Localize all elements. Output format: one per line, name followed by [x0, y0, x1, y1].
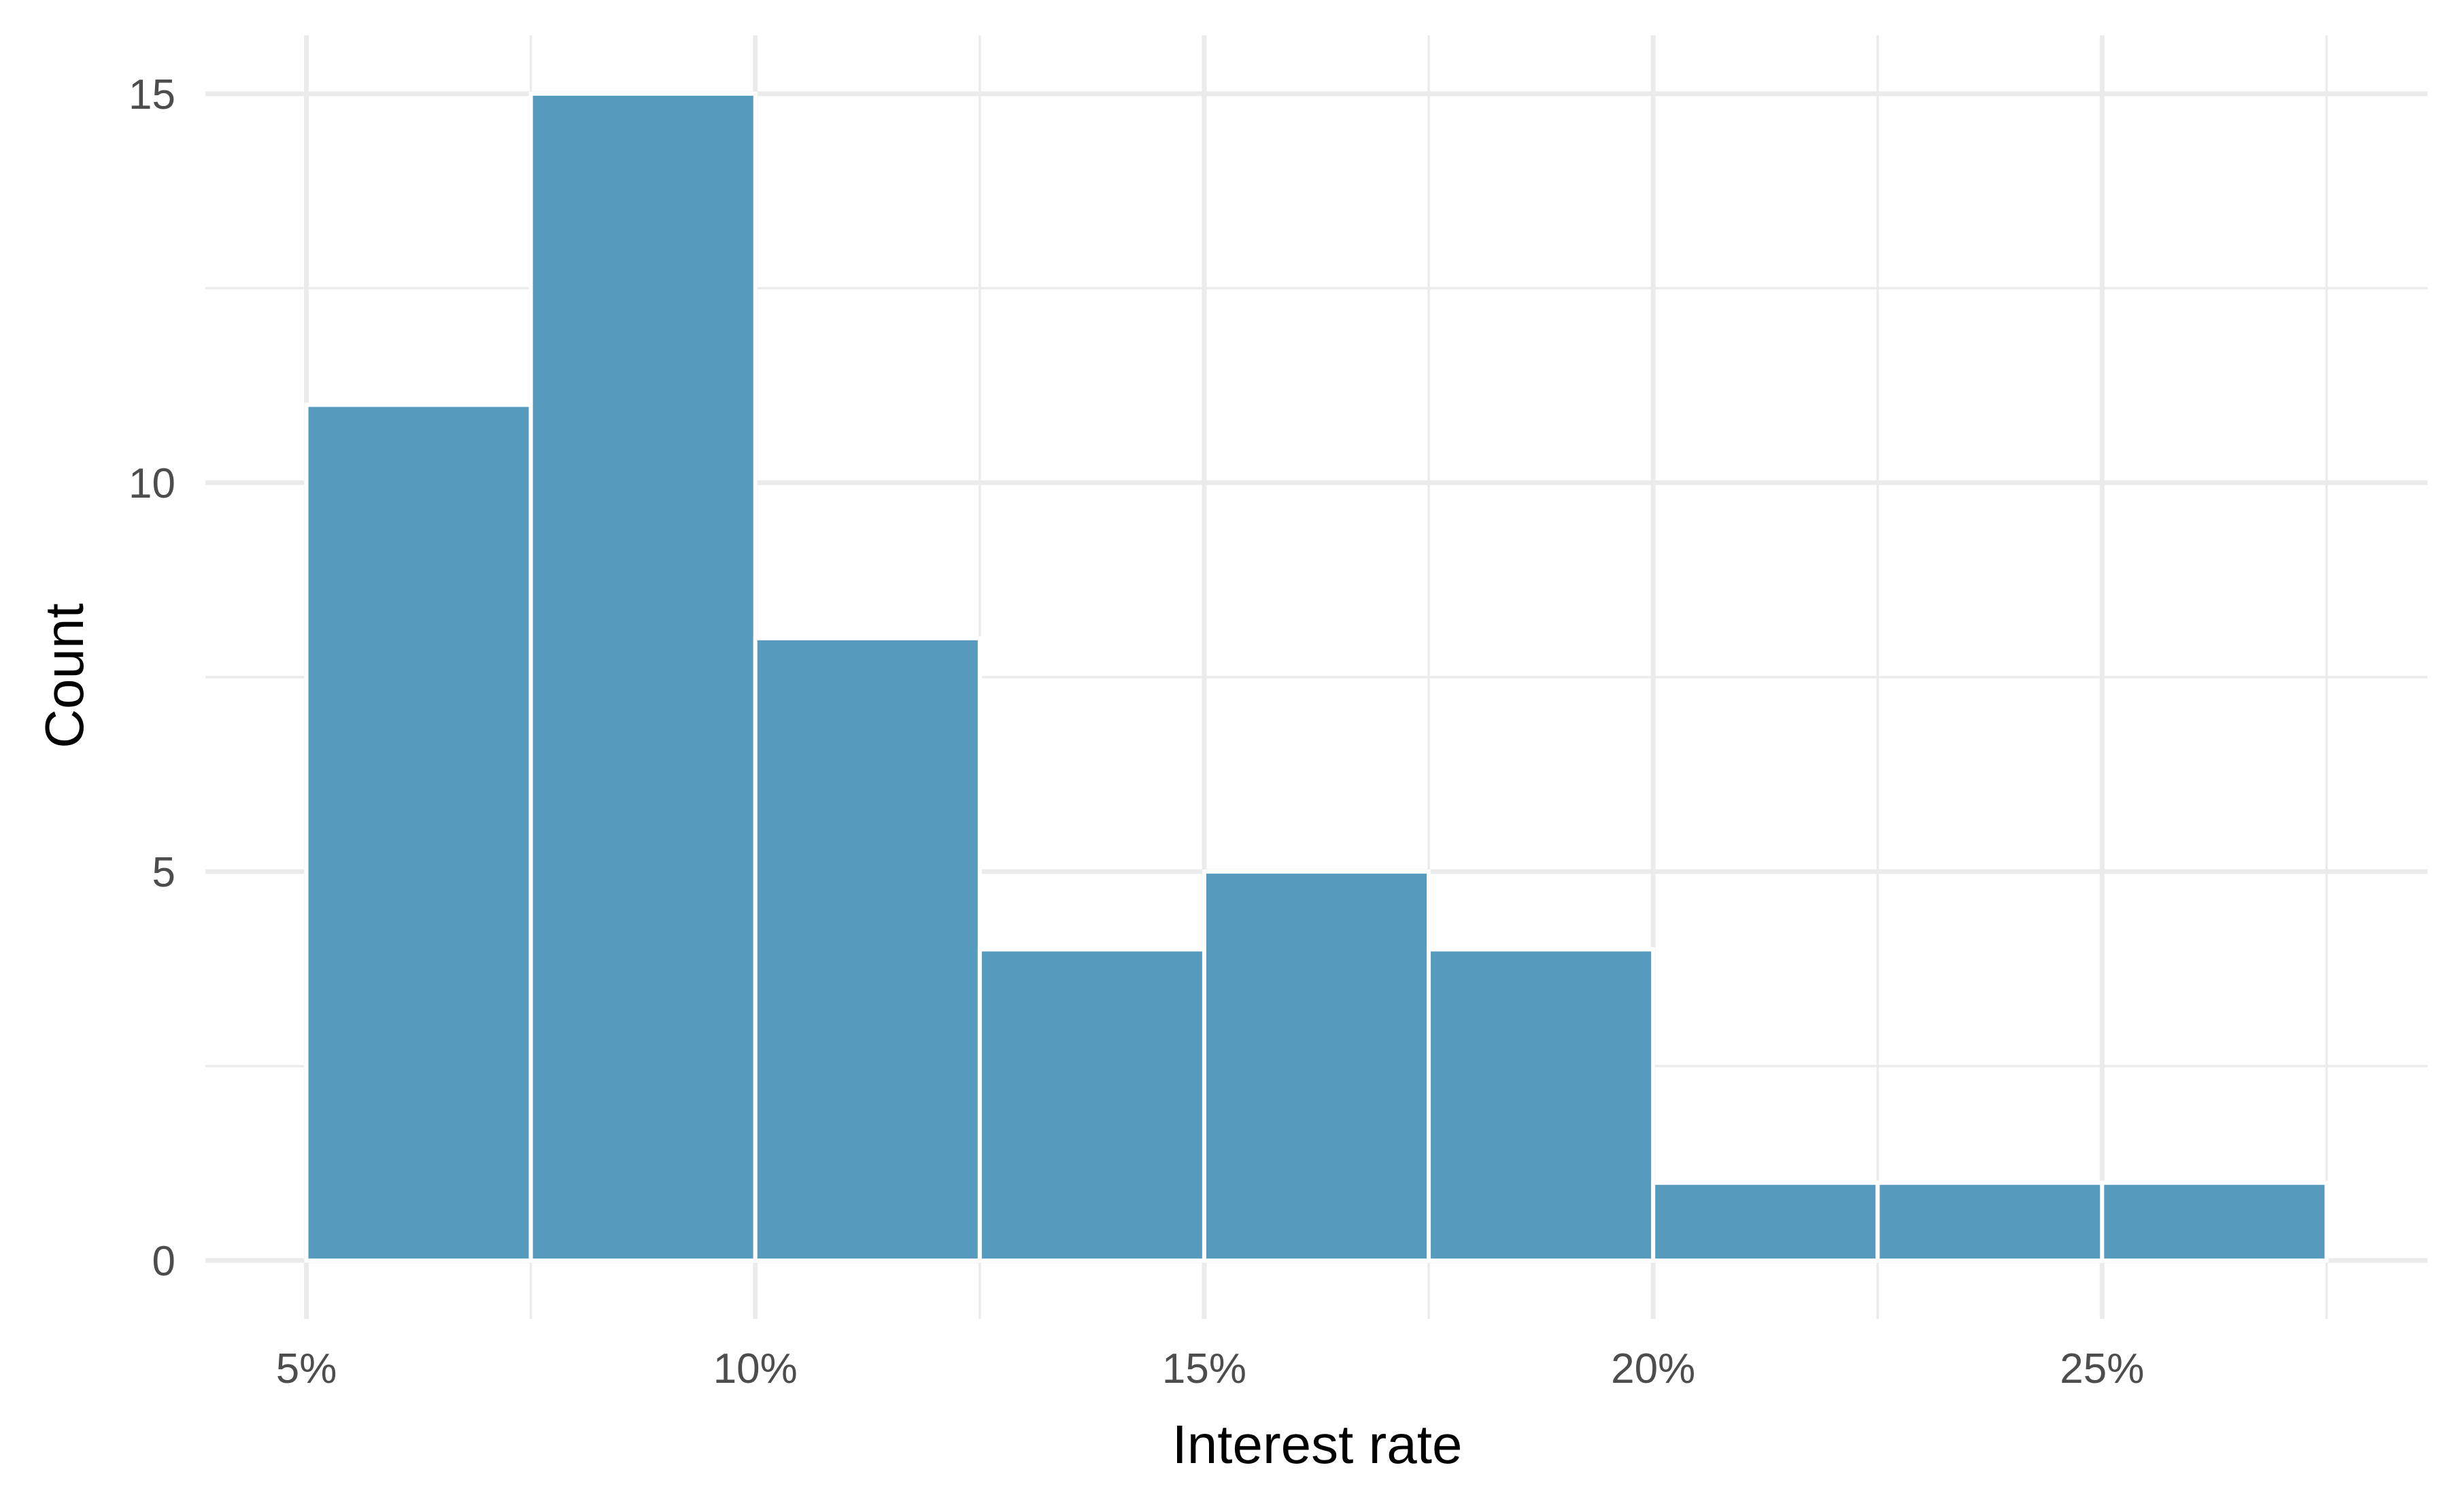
- histogram-bar: [977, 947, 1206, 1263]
- histogram-bars: [304, 91, 2329, 1263]
- histogram-bar: [753, 636, 982, 1263]
- y-tick-label: 0: [152, 1238, 175, 1285]
- y-tick-label: 10: [129, 460, 175, 507]
- histogram-bar: [304, 402, 533, 1263]
- x-tick-label: 10%: [713, 1345, 798, 1392]
- x-tick-label: 5%: [276, 1345, 337, 1392]
- histogram-bar: [1875, 1180, 2105, 1263]
- histogram-bar: [2100, 1180, 2329, 1263]
- y-tick-label: 5: [152, 849, 175, 896]
- histogram-bar: [528, 91, 758, 1263]
- x-axis-tick-labels: 5% 10% 15% 20% 25%: [276, 1345, 2145, 1392]
- x-tick-label: 25%: [2060, 1345, 2144, 1392]
- x-axis-title: Interest rate: [1172, 1414, 1463, 1475]
- histogram-bar: [1427, 947, 1656, 1263]
- histogram-bar: [1651, 1180, 1880, 1263]
- x-tick-label: 15%: [1162, 1345, 1246, 1392]
- histogram-bar: [1202, 870, 1431, 1263]
- y-tick-label: 15: [129, 71, 175, 118]
- x-tick-label: 20%: [1611, 1345, 1695, 1392]
- y-axis-tick-labels: 0 5 10 15: [129, 71, 175, 1285]
- y-axis-title: Count: [34, 603, 95, 748]
